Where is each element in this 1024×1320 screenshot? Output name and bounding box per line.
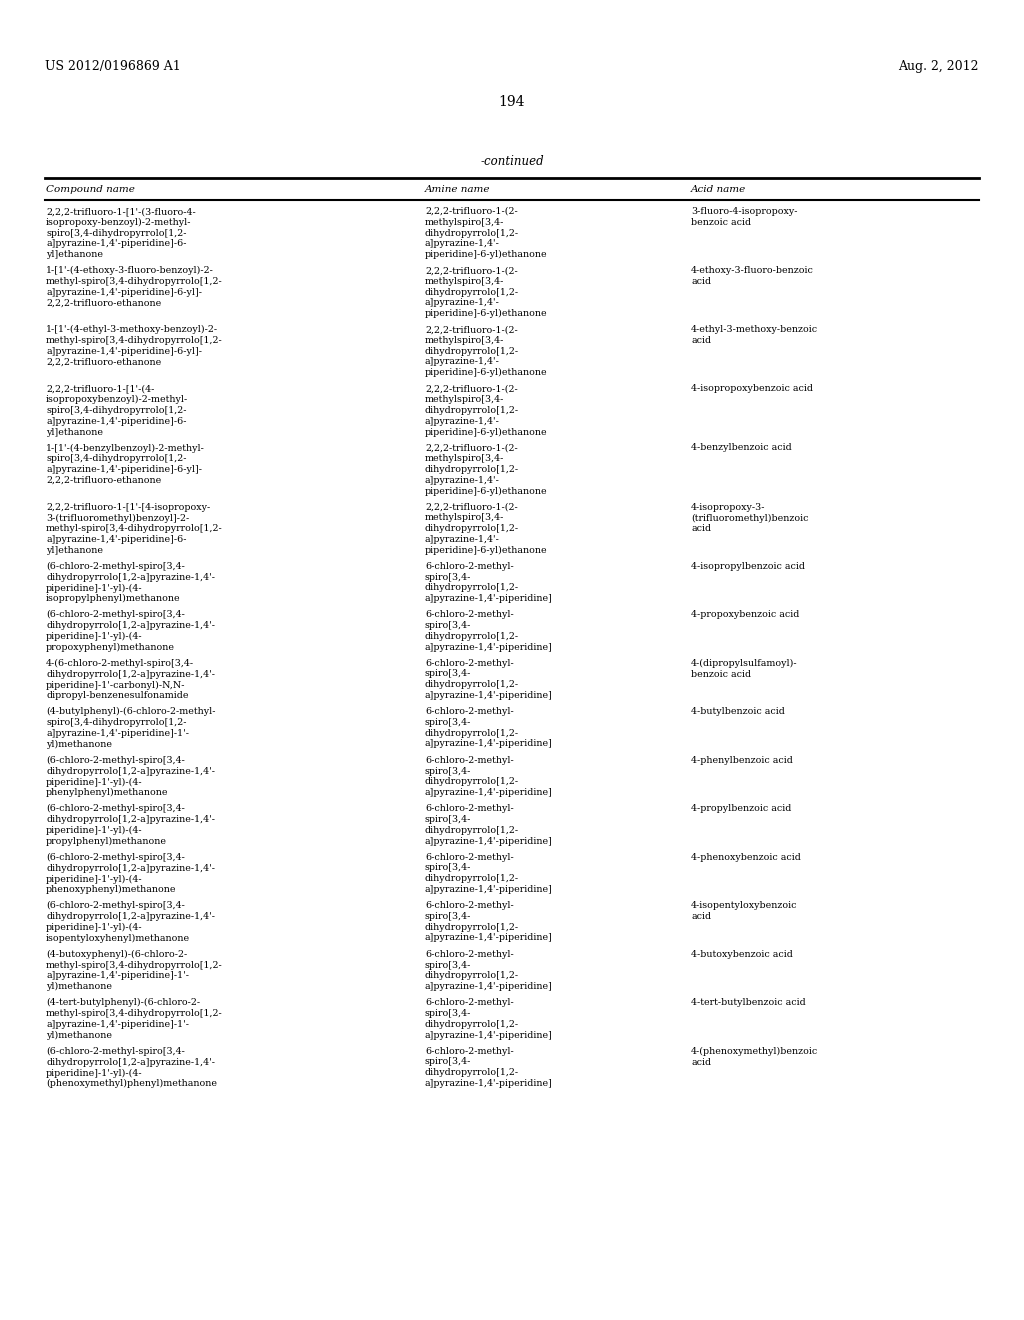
Text: (6-chloro-2-methyl-spiro[3,4-
dihydropyrrolo[1,2-a]pyrazine-1,4'-
piperidine]-1': (6-chloro-2-methyl-spiro[3,4- dihydropyr…	[46, 610, 215, 652]
Text: 4-isopentyloxybenzoic
acid: 4-isopentyloxybenzoic acid	[691, 902, 798, 921]
Text: 4-butylbenzoic acid: 4-butylbenzoic acid	[691, 708, 785, 717]
Text: 2,2,2-trifluoro-1-[1'-(4-
isopropoxybenzoyl)-2-methyl-
spiro[3,4-dihydropyrrolo[: 2,2,2-trifluoro-1-[1'-(4- isopropoxybenz…	[46, 384, 188, 437]
Text: Aug. 2, 2012: Aug. 2, 2012	[898, 59, 979, 73]
Text: 4-butoxybenzoic acid: 4-butoxybenzoic acid	[691, 950, 793, 958]
Text: 6-chloro-2-methyl-
spiro[3,4-
dihydropyrrolo[1,2-
a]pyrazine-1,4'-piperidine]: 6-chloro-2-methyl- spiro[3,4- dihydropyr…	[425, 708, 553, 748]
Text: 4-isopropoxybenzoic acid: 4-isopropoxybenzoic acid	[691, 384, 813, 393]
Text: 2,2,2-trifluoro-1-(2-
methylspiro[3,4-
dihydropyrrolo[1,2-
a]pyrazine-1,4'-
pipe: 2,2,2-trifluoro-1-(2- methylspiro[3,4- d…	[425, 444, 548, 495]
Text: (4-tert-butylphenyl)-(6-chloro-2-
methyl-spiro[3,4-dihydropyrrolo[1,2-
a]pyrazin: (4-tert-butylphenyl)-(6-chloro-2- methyl…	[46, 998, 223, 1040]
Text: Compound name: Compound name	[46, 185, 135, 194]
Text: 4-phenoxybenzoic acid: 4-phenoxybenzoic acid	[691, 853, 801, 862]
Text: 6-chloro-2-methyl-
spiro[3,4-
dihydropyrrolo[1,2-
a]pyrazine-1,4'-piperidine]: 6-chloro-2-methyl- spiro[3,4- dihydropyr…	[425, 950, 553, 991]
Text: 6-chloro-2-methyl-
spiro[3,4-
dihydropyrrolo[1,2-
a]pyrazine-1,4'-piperidine]: 6-chloro-2-methyl- spiro[3,4- dihydropyr…	[425, 902, 553, 942]
Text: (6-chloro-2-methyl-spiro[3,4-
dihydropyrrolo[1,2-a]pyrazine-1,4'-
piperidine]-1': (6-chloro-2-methyl-spiro[3,4- dihydropyr…	[46, 804, 215, 846]
Text: 4-isopropoxy-3-
(trifluoromethyl)benzoic
acid: 4-isopropoxy-3- (trifluoromethyl)benzoic…	[691, 503, 809, 533]
Text: 2,2,2-trifluoro-1-(2-
methylspiro[3,4-
dihydropyrrolo[1,2-
a]pyrazine-1,4'-
pipe: 2,2,2-trifluoro-1-(2- methylspiro[3,4- d…	[425, 503, 548, 554]
Text: (4-butoxyphenyl)-(6-chloro-2-
methyl-spiro[3,4-dihydropyrrolo[1,2-
a]pyrazine-1,: (4-butoxyphenyl)-(6-chloro-2- methyl-spi…	[46, 950, 223, 991]
Text: 1-[1'-(4-ethoxy-3-fluoro-benzoyl)-2-
methyl-spiro[3,4-dihydropyrrolo[1,2-
a]pyra: 1-[1'-(4-ethoxy-3-fluoro-benzoyl)-2- met…	[46, 267, 223, 308]
Text: 4-(phenoxymethyl)benzoic
acid: 4-(phenoxymethyl)benzoic acid	[691, 1047, 818, 1067]
Text: (6-chloro-2-methyl-spiro[3,4-
dihydropyrrolo[1,2-a]pyrazine-1,4'-
piperidine]-1': (6-chloro-2-methyl-spiro[3,4- dihydropyr…	[46, 902, 215, 942]
Text: -continued: -continued	[480, 154, 544, 168]
Text: 6-chloro-2-methyl-
spiro[3,4-
dihydropyrrolo[1,2-
a]pyrazine-1,4'-piperidine]: 6-chloro-2-methyl- spiro[3,4- dihydropyr…	[425, 562, 553, 603]
Text: 4-(dipropylsulfamoyl)-
benzoic acid: 4-(dipropylsulfamoyl)- benzoic acid	[691, 659, 798, 678]
Text: 6-chloro-2-methyl-
spiro[3,4-
dihydropyrrolo[1,2-
a]pyrazine-1,4'-piperidine]: 6-chloro-2-methyl- spiro[3,4- dihydropyr…	[425, 659, 553, 700]
Text: 1-[1'-(4-benzylbenzoyl)-2-methyl-
spiro[3,4-dihydropyrrolo[1,2-
a]pyrazine-1,4'-: 1-[1'-(4-benzylbenzoyl)-2-methyl- spiro[…	[46, 444, 205, 484]
Text: 2,2,2-trifluoro-1-[1'-[4-isopropoxy-
3-(trifluoromethyl)benzoyl]-2-
methyl-spiro: 2,2,2-trifluoro-1-[1'-[4-isopropoxy- 3-(…	[46, 503, 223, 554]
Text: 4-isopropylbenzoic acid: 4-isopropylbenzoic acid	[691, 562, 805, 570]
Text: (4-butylphenyl)-(6-chloro-2-methyl-
spiro[3,4-dihydropyrrolo[1,2-
a]pyrazine-1,4: (4-butylphenyl)-(6-chloro-2-methyl- spir…	[46, 708, 216, 748]
Text: (6-chloro-2-methyl-spiro[3,4-
dihydropyrrolo[1,2-a]pyrazine-1,4'-
piperidine]-1': (6-chloro-2-methyl-spiro[3,4- dihydropyr…	[46, 562, 215, 603]
Text: 4-ethyl-3-methoxy-benzoic
acid: 4-ethyl-3-methoxy-benzoic acid	[691, 325, 818, 345]
Text: (6-chloro-2-methyl-spiro[3,4-
dihydropyrrolo[1,2-a]pyrazine-1,4'-
piperidine]-1': (6-chloro-2-methyl-spiro[3,4- dihydropyr…	[46, 1047, 217, 1089]
Text: 6-chloro-2-methyl-
spiro[3,4-
dihydropyrrolo[1,2-
a]pyrazine-1,4'-piperidine]: 6-chloro-2-methyl- spiro[3,4- dihydropyr…	[425, 998, 553, 1040]
Text: (6-chloro-2-methyl-spiro[3,4-
dihydropyrrolo[1,2-a]pyrazine-1,4'-
piperidine]-1': (6-chloro-2-methyl-spiro[3,4- dihydropyr…	[46, 756, 215, 797]
Text: 194: 194	[499, 95, 525, 110]
Text: 4-propoxybenzoic acid: 4-propoxybenzoic acid	[691, 610, 800, 619]
Text: 6-chloro-2-methyl-
spiro[3,4-
dihydropyrrolo[1,2-
a]pyrazine-1,4'-piperidine]: 6-chloro-2-methyl- spiro[3,4- dihydropyr…	[425, 804, 553, 846]
Text: Amine name: Amine name	[425, 185, 490, 194]
Text: 6-chloro-2-methyl-
spiro[3,4-
dihydropyrrolo[1,2-
a]pyrazine-1,4'-piperidine]: 6-chloro-2-methyl- spiro[3,4- dihydropyr…	[425, 756, 553, 797]
Text: 2,2,2-trifluoro-1-(2-
methylspiro[3,4-
dihydropyrrolo[1,2-
a]pyrazine-1,4'-
pipe: 2,2,2-trifluoro-1-(2- methylspiro[3,4- d…	[425, 384, 548, 437]
Text: 4-propylbenzoic acid: 4-propylbenzoic acid	[691, 804, 792, 813]
Text: 4-phenylbenzoic acid: 4-phenylbenzoic acid	[691, 756, 793, 764]
Text: 4-tert-butylbenzoic acid: 4-tert-butylbenzoic acid	[691, 998, 806, 1007]
Text: 4-ethoxy-3-fluoro-benzoic
acid: 4-ethoxy-3-fluoro-benzoic acid	[691, 267, 814, 286]
Text: 6-chloro-2-methyl-
spiro[3,4-
dihydropyrrolo[1,2-
a]pyrazine-1,4'-piperidine]: 6-chloro-2-methyl- spiro[3,4- dihydropyr…	[425, 853, 553, 894]
Text: 1-[1'-(4-ethyl-3-methoxy-benzoyl)-2-
methyl-spiro[3,4-dihydropyrrolo[1,2-
a]pyra: 1-[1'-(4-ethyl-3-methoxy-benzoyl)-2- met…	[46, 325, 223, 367]
Text: 4-(6-chloro-2-methyl-spiro[3,4-
dihydropyrrolo[1,2-a]pyrazine-1,4'-
piperidine]-: 4-(6-chloro-2-methyl-spiro[3,4- dihydrop…	[46, 659, 215, 701]
Text: 6-chloro-2-methyl-
spiro[3,4-
dihydropyrrolo[1,2-
a]pyrazine-1,4'-piperidine]: 6-chloro-2-methyl- spiro[3,4- dihydropyr…	[425, 610, 553, 652]
Text: (6-chloro-2-methyl-spiro[3,4-
dihydropyrrolo[1,2-a]pyrazine-1,4'-
piperidine]-1': (6-chloro-2-methyl-spiro[3,4- dihydropyr…	[46, 853, 215, 895]
Text: Acid name: Acid name	[691, 185, 746, 194]
Text: 3-fluoro-4-isopropoxy-
benzoic acid: 3-fluoro-4-isopropoxy- benzoic acid	[691, 207, 798, 227]
Text: 2,2,2-trifluoro-1-(2-
methylspiro[3,4-
dihydropyrrolo[1,2-
a]pyrazine-1,4'-
pipe: 2,2,2-trifluoro-1-(2- methylspiro[3,4- d…	[425, 207, 548, 259]
Text: 2,2,2-trifluoro-1-[1'-(3-fluoro-4-
isopropoxy-benzoyl)-2-methyl-
spiro[3,4-dihyd: 2,2,2-trifluoro-1-[1'-(3-fluoro-4- isopr…	[46, 207, 196, 259]
Text: 2,2,2-trifluoro-1-(2-
methylspiro[3,4-
dihydropyrrolo[1,2-
a]pyrazine-1,4'-
pipe: 2,2,2-trifluoro-1-(2- methylspiro[3,4- d…	[425, 267, 548, 318]
Text: US 2012/0196869 A1: US 2012/0196869 A1	[45, 59, 181, 73]
Text: 4-benzylbenzoic acid: 4-benzylbenzoic acid	[691, 444, 792, 453]
Text: 6-chloro-2-methyl-
spiro[3,4-
dihydropyrrolo[1,2-
a]pyrazine-1,4'-piperidine]: 6-chloro-2-methyl- spiro[3,4- dihydropyr…	[425, 1047, 553, 1088]
Text: 2,2,2-trifluoro-1-(2-
methylspiro[3,4-
dihydropyrrolo[1,2-
a]pyrazine-1,4'-
pipe: 2,2,2-trifluoro-1-(2- methylspiro[3,4- d…	[425, 325, 548, 378]
